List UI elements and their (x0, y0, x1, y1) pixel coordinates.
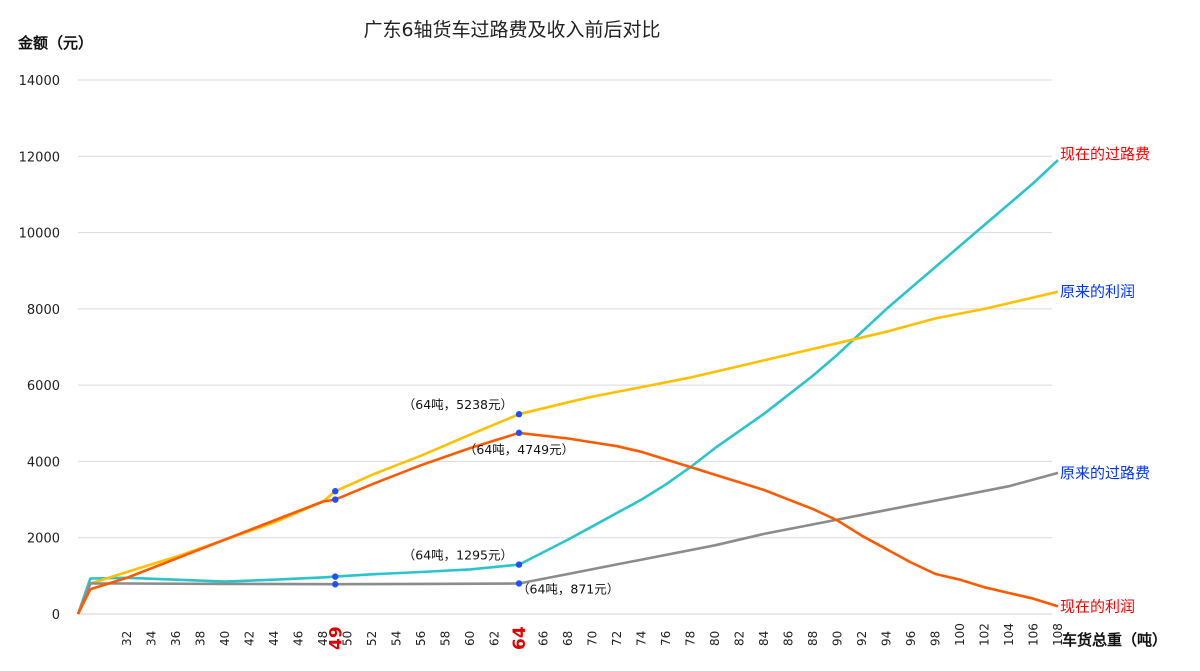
y-tick-label: 4000 (27, 455, 60, 470)
series-line-3 (76, 471, 1059, 615)
y-tick-label: 0 (52, 608, 60, 623)
x-tick-label: 72 (610, 631, 624, 646)
x-axis-label: 车货总重（吨） (1062, 631, 1167, 649)
x-tick-label: 84 (757, 631, 771, 646)
x-tick-label: 106 (1027, 623, 1041, 646)
x-tick-label: 86 (782, 631, 796, 646)
y-tick-label: 6000 (27, 379, 60, 394)
y-tick-label: 2000 (27, 532, 60, 547)
series-label: 现在的过路费 (1060, 145, 1150, 163)
x-tick-label: 46 (292, 631, 306, 646)
x-tick-label: 96 (904, 631, 918, 646)
x-tick-label: 76 (659, 631, 673, 646)
x-tick-label: 49 (326, 626, 346, 650)
data-annotation: （64吨，4749元） (464, 442, 574, 457)
x-tick-label: 64 (510, 626, 530, 650)
y-tick-label: 12000 (19, 150, 60, 165)
x-tick-label: 60 (463, 631, 477, 646)
data-point-marker (515, 580, 523, 587)
data-annotation: （64吨，871元） (517, 581, 619, 596)
x-tick-label: 42 (243, 631, 257, 646)
x-tick-label: 68 (561, 631, 575, 646)
data-annotation: （64吨，1295元） (403, 548, 513, 563)
x-tick-label: 62 (488, 631, 502, 646)
x-tick-label: 56 (414, 631, 428, 646)
x-tick-label: 92 (855, 631, 869, 646)
x-tick-label: 44 (267, 631, 281, 646)
data-point-marker (332, 496, 339, 503)
series-label: 现在的利润 (1060, 597, 1135, 615)
data-markers (332, 411, 523, 588)
data-point-marker (332, 581, 339, 588)
x-tick-label: 66 (537, 631, 551, 646)
series-lines (76, 159, 1059, 615)
x-tick-label: 94 (880, 631, 894, 646)
y-tick-label: 8000 (27, 303, 60, 318)
x-tick-label: 74 (635, 631, 649, 646)
y-tick-label: 14000 (19, 74, 60, 89)
x-tick-label: 58 (439, 631, 453, 646)
y-axis-label: 金额（元） (17, 34, 93, 52)
x-tick-label: 108 (1051, 623, 1065, 646)
x-tick-label: 100 (953, 623, 967, 646)
x-tick-label: 32 (120, 631, 134, 646)
data-point-marker (515, 561, 523, 568)
x-tick-label: 50 (341, 631, 355, 646)
x-tick-label: 82 (733, 631, 747, 646)
x-tick-label: 102 (978, 623, 992, 646)
x-tick-label: 80 (708, 631, 722, 646)
x-tick-label: 36 (169, 631, 183, 646)
y-tick-label: 10000 (19, 227, 60, 242)
x-tick-label: 52 (365, 631, 379, 646)
gridlines (78, 79, 1052, 539)
x-tick-label: 104 (1002, 623, 1016, 646)
y-axis-ticks: 0 2000 4000 6000 8000 10000 12000 14000 (19, 74, 60, 623)
x-tick-label: 88 (806, 631, 820, 646)
x-tick-label: 38 (194, 631, 208, 646)
data-annotations: （64吨，5238元） （64吨，4749元） （64吨，1295元） （64吨，87… (403, 397, 619, 596)
x-tick-label: 34 (145, 631, 159, 646)
x-tick-label: 48 (316, 631, 330, 646)
data-point-marker (515, 429, 523, 437)
x-tick-label: 70 (586, 631, 600, 646)
series-label: 原来的过路费 (1060, 464, 1150, 482)
chart-title: 广东6轴货车过路费及收入前后对比 (363, 19, 660, 41)
x-tick-label: 90 (831, 631, 845, 646)
data-annotation: （64吨，5238元） (403, 397, 513, 412)
x-tick-label: 98 (929, 631, 943, 646)
x-tick-label: 40 (218, 631, 232, 646)
data-point-marker (332, 573, 339, 580)
series-label: 原来的利润 (1060, 283, 1135, 301)
series-line-4 (76, 431, 1059, 615)
series-line-1 (76, 159, 1059, 615)
data-point-marker (515, 411, 523, 418)
x-tick-label: 54 (390, 631, 404, 646)
data-point-marker (332, 487, 339, 495)
x-tick-label: 78 (684, 631, 698, 646)
